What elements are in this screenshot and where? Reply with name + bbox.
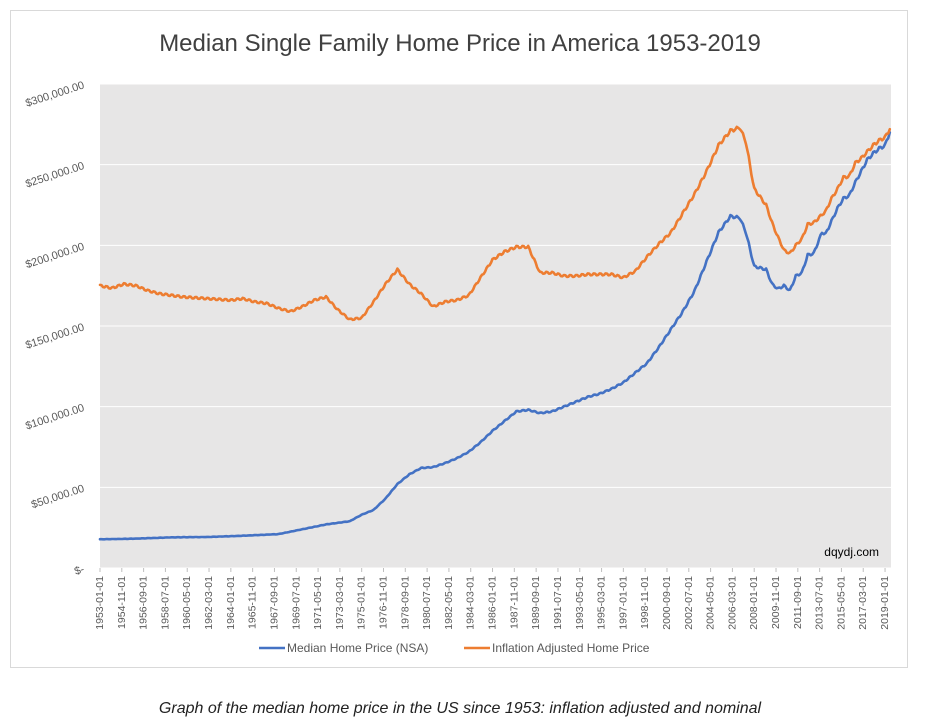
figure-caption: Graph of the median home price in the US… xyxy=(158,700,762,717)
x-tick-label: 1960-05-01 xyxy=(181,576,193,630)
series-lines xyxy=(98,125,892,541)
x-tick-label: 2017-03-01 xyxy=(857,576,869,630)
x-tick-label: 1984-03-01 xyxy=(465,576,477,630)
x-tick-label: 2008-01-01 xyxy=(748,576,760,630)
x-tick-label: 1954-11-01 xyxy=(116,576,128,629)
x-tick-label: 2002-07-01 xyxy=(683,576,695,630)
chart-title: Median Single Family Home Price in Ameri… xyxy=(159,30,761,57)
x-tick-label: 1962-03-01 xyxy=(203,576,215,630)
x-tick-label: 1964-01-01 xyxy=(225,576,237,630)
x-tick-label: 1982-05-01 xyxy=(443,576,455,630)
chart-frame: Median Single Family Home Price in Ameri… xyxy=(10,10,908,668)
x-tick-label: 1997-01-01 xyxy=(617,576,629,630)
x-tick-label: 1976-11-01 xyxy=(377,576,389,629)
y-tick-label: $150,000.00 xyxy=(24,321,86,351)
x-tick-label: 2013-07-01 xyxy=(814,576,826,630)
series-line-median-home-price xyxy=(98,131,892,541)
x-tick-label: 1980-07-01 xyxy=(421,576,433,630)
x-tick-label: 1986-01-01 xyxy=(487,576,499,630)
x-tick-label: 1965-11-01 xyxy=(247,576,259,629)
x-axis: 1953-01-01 1954-11-01 1956-09-01 1958-07-01… xyxy=(94,568,891,630)
x-tick-label: 1973-03-01 xyxy=(334,576,346,630)
x-tick-label: 1958-07-01 xyxy=(159,576,171,630)
legend-label: Inflation Adjusted Home Price xyxy=(492,641,650,655)
x-tick-label: 2015-05-01 xyxy=(835,576,847,630)
y-tick-label: $250,000.00 xyxy=(24,160,86,190)
y-axis: $- $50,000.00 $100,000.00 $150,000.00 $200,0… xyxy=(24,79,86,577)
y-tick-label: $100,000.00 xyxy=(24,402,86,432)
x-tick-label: 1971-05-01 xyxy=(312,576,324,630)
line-chart: Median Single Family Home Price in Ameri… xyxy=(24,30,892,655)
x-tick-label: 1995-03-01 xyxy=(596,576,608,630)
x-tick-label: 1998-11-01 xyxy=(639,576,651,629)
x-tick-label: 1991-07-01 xyxy=(552,576,564,630)
x-tick-label: 1993-05-01 xyxy=(574,576,586,630)
x-tick-label: 2004-05-01 xyxy=(705,576,717,630)
x-tick-label: 1956-09-01 xyxy=(138,576,150,630)
watermark-text: dqydj.com xyxy=(824,545,879,559)
y-tick-label: $- xyxy=(73,563,86,578)
x-tick-label: 1989-09-01 xyxy=(530,576,542,630)
x-tick-label: 1969-07-01 xyxy=(290,576,302,630)
x-tick-label: 1953-01-01 xyxy=(94,576,106,630)
y-tick-label: $50,000.00 xyxy=(30,483,86,511)
x-tick-label: 1978-09-01 xyxy=(399,576,411,630)
x-tick-label: 2009-11-01 xyxy=(770,576,782,629)
y-tick-label: $300,000.00 xyxy=(24,79,86,109)
x-tick-label: 1987-11-01 xyxy=(508,576,520,629)
x-tick-label: 2019-01-01 xyxy=(879,576,891,630)
gridlines xyxy=(100,83,891,569)
x-tick-label: 1975-01-01 xyxy=(356,576,368,630)
x-tick-label: 2011-09-01 xyxy=(792,576,804,629)
series-line-inflation-adjusted xyxy=(98,125,892,322)
y-tick-label: $200,000.00 xyxy=(24,241,86,271)
legend: Median Home Price (NSA) Inflation Adjuste… xyxy=(259,641,650,655)
x-tick-label: 1967-09-01 xyxy=(268,576,280,630)
legend-label: Median Home Price (NSA) xyxy=(287,641,428,655)
x-tick-label: 2000-09-01 xyxy=(661,576,673,630)
x-tick-label: 2006-03-01 xyxy=(726,576,738,630)
